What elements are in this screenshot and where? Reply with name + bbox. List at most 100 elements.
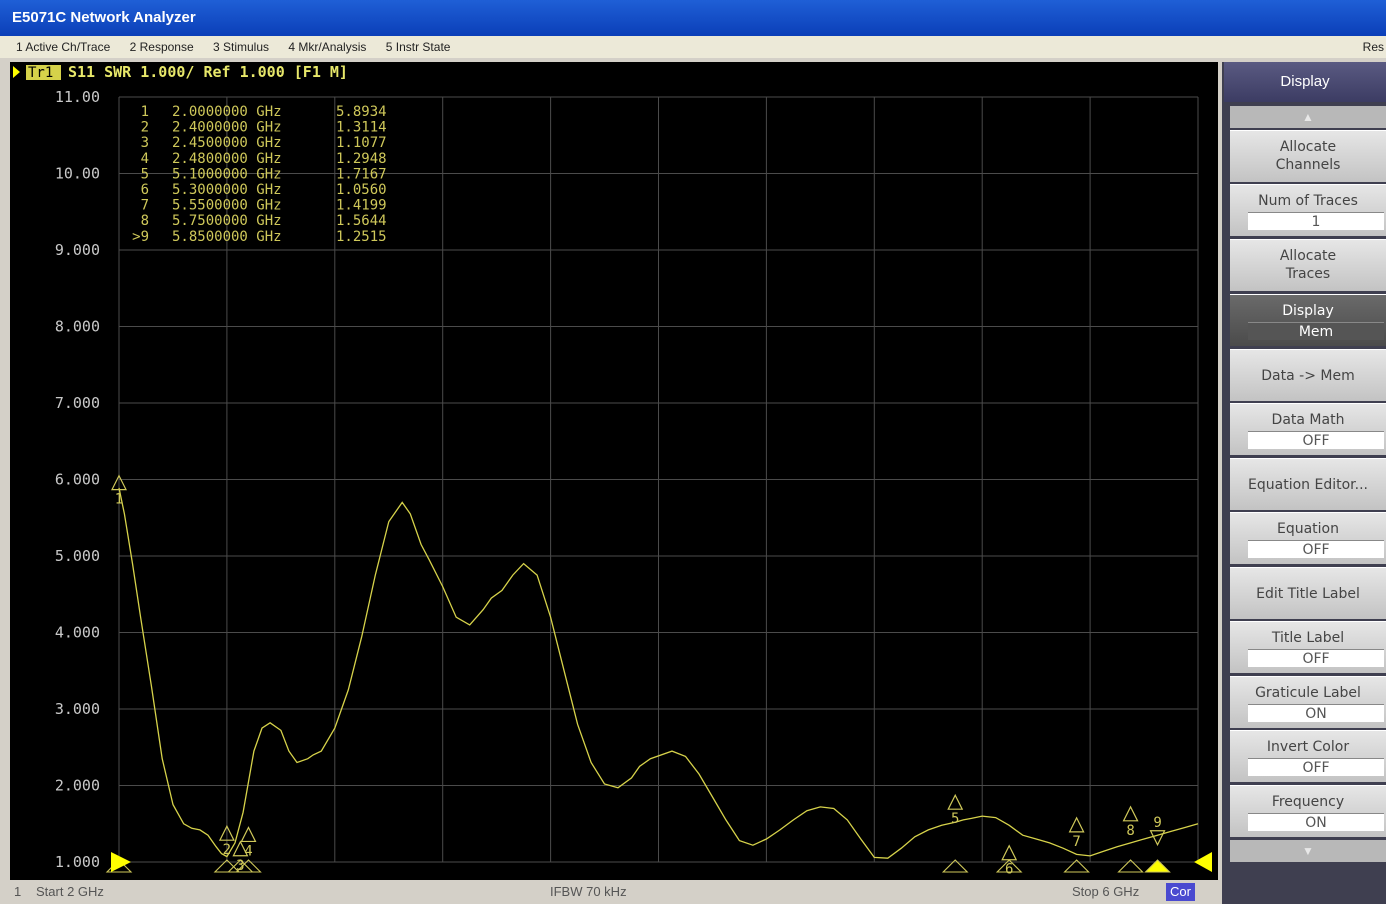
marker-table-value: 1.2515 (336, 229, 387, 245)
marker-table-value: 1.2948 (336, 151, 387, 167)
status-bar: 1 Start 2 GHz IFBW 70 kHz Stop 6 GHz Cor (10, 880, 1218, 904)
y-tick-label: 7.000 (55, 394, 100, 412)
y-tick-label: 4.000 (55, 624, 100, 642)
marker-glyph-label: 8 (1126, 823, 1134, 839)
equation-editor-button[interactable]: Equation Editor... (1230, 458, 1386, 510)
softkey-scroll-down-icon[interactable]: ▼ (1230, 840, 1386, 862)
equation-button[interactable]: Equation OFF (1230, 512, 1386, 564)
marker-table-freq: 5.3000000 GHz (172, 182, 282, 198)
marker-glyphs: 1 234 5 6 7 8 9 (105, 474, 1212, 878)
marker-glyph-label: 3 (236, 858, 244, 874)
swr-chart[interactable]: 11.00 10.00 9.000 8.000 7.000 6.000 5.000 4.000… (10, 62, 1218, 880)
marker-table-num: >9 (132, 229, 149, 245)
display-mem-button[interactable]: Display Mem (1230, 294, 1386, 346)
marker-table-value: 1.1077 (336, 135, 387, 151)
frequency-button[interactable]: Frequency ON (1230, 785, 1386, 837)
frequency-value: ON (1248, 813, 1384, 831)
marker-glyph-label: 4 (244, 843, 252, 859)
menu-mkr-analysis[interactable]: 4 Mkr/Analysis (288, 40, 367, 54)
y-tick-label: 6.000 (55, 471, 100, 489)
marker-glyph-label: 9 (1153, 815, 1161, 831)
measurement-screen[interactable]: 11.00 10.00 9.000 8.000 7.000 6.000 5.000 4.000… (10, 62, 1218, 880)
marker-glyph-label: 5 (951, 811, 959, 827)
marker-glyph-label: 7 (1072, 834, 1080, 850)
num-of-traces-button[interactable]: Num of Traces 1 (1230, 184, 1386, 236)
y-tick-label: 11.00 (55, 88, 100, 106)
reference-right-arrow-icon (1194, 852, 1212, 872)
marker-table-value: 1.3114 (336, 120, 387, 136)
y-tick-label: 1.000 (55, 853, 100, 871)
trace-badge-bg[interactable] (26, 65, 61, 80)
marker-glyph-label: 6 (1005, 862, 1013, 878)
marker-position-indicator (1117, 859, 1144, 873)
status-ifbw[interactable]: IFBW 70 kHz (550, 884, 627, 899)
marker-table-value: 1.0560 (336, 182, 387, 198)
marker-table-value: 1.5644 (336, 213, 387, 229)
marker-table-num: 8 (141, 213, 149, 229)
marker-glyph (1149, 830, 1166, 847)
y-tick-label: 10.00 (55, 165, 100, 183)
marker-table-num: 5 (141, 166, 149, 182)
softkey-title[interactable]: Display (1224, 62, 1386, 102)
y-tick-label: 2.000 (55, 777, 100, 795)
data-math-value: OFF (1248, 431, 1384, 449)
marker-table-value: 1.4199 (336, 198, 387, 214)
marker-position-indicator (235, 859, 262, 873)
marker-position-indicator (995, 859, 1023, 873)
marker-glyph (111, 474, 127, 491)
menu-response[interactable]: 2 Response (129, 40, 194, 54)
marker-glyph (947, 793, 964, 810)
graticule-label-value: ON (1248, 704, 1384, 722)
marker-position-indicator (1144, 859, 1171, 873)
edit-title-label-button[interactable]: Edit Title Label (1230, 567, 1386, 619)
marker-table-freq: 2.4500000 GHz (172, 135, 282, 151)
num-of-traces-value: 1 (1248, 212, 1384, 230)
marker-table-freq: 5.8500000 GHz (172, 229, 282, 245)
allocate-channels-button[interactable]: Allocate Channels (1230, 130, 1386, 182)
marker-glyph-label: 1 (115, 492, 123, 508)
marker-table: 1 2.0000000 GHz 5.8934 2 2.4000000 GHz 1.3114… (132, 104, 386, 245)
marker-glyph (1001, 844, 1018, 861)
invert-color-button[interactable]: Invert Color OFF (1230, 730, 1386, 782)
y-tick-label: 9.000 (55, 241, 100, 259)
marker-position-indicator (1063, 859, 1090, 873)
s11-swr-trace (118, 487, 1199, 859)
data-math-button[interactable]: Data Math OFF (1230, 403, 1386, 455)
y-tick-label: 3.000 (55, 700, 100, 718)
menu-instr-state[interactable]: 5 Instr State (385, 40, 451, 54)
marker-table-freq: 2.4800000 GHz (172, 151, 282, 167)
status-start-freq[interactable]: Start 2 GHz (36, 884, 104, 899)
menu-restore[interactable]: Res (1362, 40, 1384, 54)
marker-position-indicator (213, 859, 241, 873)
marker-table-value: 1.7167 (336, 166, 387, 182)
trace-badge[interactable]: Tr1 (28, 65, 53, 81)
allocate-traces-button[interactable]: Allocate Traces (1230, 239, 1386, 291)
marker-glyph (1068, 816, 1085, 833)
marker-table-value: 5.8934 (336, 104, 387, 120)
softkey-scroll-up-icon[interactable]: ▲ (1230, 106, 1386, 128)
marker-position-indicator (941, 859, 969, 873)
marker-table-freq: 5.7500000 GHz (172, 213, 282, 229)
marker-glyph (232, 840, 249, 857)
trace-header-text: S11 SWR 1.000/ Ref 1.000 [F1 M] (68, 63, 348, 81)
marker-table-num: 1 (141, 104, 149, 120)
window-title: E5071C Network Analyzer (0, 0, 1386, 36)
marker-glyph (240, 826, 257, 843)
marker-table-freq: 2.0000000 GHz (172, 104, 282, 120)
graticule-label-button[interactable]: Graticule Label ON (1230, 676, 1386, 728)
data-to-mem-button[interactable]: Data -> Mem (1230, 349, 1386, 401)
display-mem-value: Mem (1248, 322, 1384, 340)
marker-table-num: 6 (141, 182, 149, 198)
chart-grid (118, 96, 1199, 863)
menu-stimulus[interactable]: 3 Stimulus (213, 40, 270, 54)
marker-table-num: 7 (141, 198, 149, 214)
status-stop-freq[interactable]: Stop 6 GHz (1072, 884, 1140, 899)
invert-color-value: OFF (1248, 758, 1384, 776)
equation-value: OFF (1248, 540, 1384, 558)
softkey-panel: Display ▲ Allocate Channels Num of Trace… (1222, 62, 1386, 904)
menu-active-ch-trace[interactable]: 1 Active Ch/Trace (16, 40, 111, 54)
trace-header: Tr1 S11 SWR 1.000/ Ref 1.000 [F1 M] (13, 63, 348, 81)
title-label-button[interactable]: Title Label OFF (1230, 621, 1386, 673)
marker-glyph (218, 824, 235, 841)
y-tick-label: 5.000 (55, 547, 100, 565)
